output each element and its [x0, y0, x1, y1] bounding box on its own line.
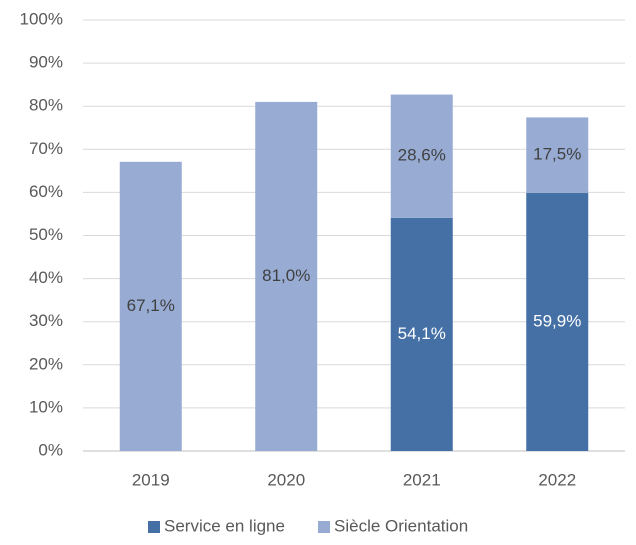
y-tick-label: 20%: [29, 354, 63, 373]
y-tick-label: 90%: [29, 53, 63, 72]
data-label: 17,5%: [533, 145, 581, 164]
data-label: 54,1%: [398, 324, 446, 343]
legend-label: Siècle Orientation: [334, 516, 468, 535]
y-tick-label: 0%: [38, 440, 63, 459]
legend-swatch: [318, 521, 330, 533]
y-tick-label: 40%: [29, 268, 63, 287]
y-tick-label: 80%: [29, 96, 63, 115]
data-label: 28,6%: [398, 146, 446, 165]
data-label: 81,0%: [262, 266, 310, 285]
y-tick-label: 70%: [29, 139, 63, 158]
data-label: 59,9%: [533, 311, 581, 330]
y-tick-label: 60%: [29, 182, 63, 201]
bar-segment: [255, 101, 318, 451]
x-tick-label: 2021: [403, 470, 441, 489]
bar-segment: [390, 94, 453, 218]
y-tick-label: 10%: [29, 397, 63, 416]
bar-segment: [526, 192, 589, 451]
legend-swatch: [148, 521, 160, 533]
bar-segment: [526, 117, 589, 193]
bar-segment: [390, 217, 453, 451]
legend-label: Service en ligne: [164, 516, 285, 535]
x-tick-label: 2019: [132, 470, 170, 489]
y-tick-label: 50%: [29, 225, 63, 244]
y-tick-label: 30%: [29, 311, 63, 330]
x-tick-label: 2022: [538, 470, 576, 489]
x-tick-label: 2020: [267, 470, 305, 489]
y-tick-label: 100%: [20, 9, 63, 28]
bar-segment: [119, 161, 182, 451]
data-label: 67,1%: [127, 296, 175, 315]
